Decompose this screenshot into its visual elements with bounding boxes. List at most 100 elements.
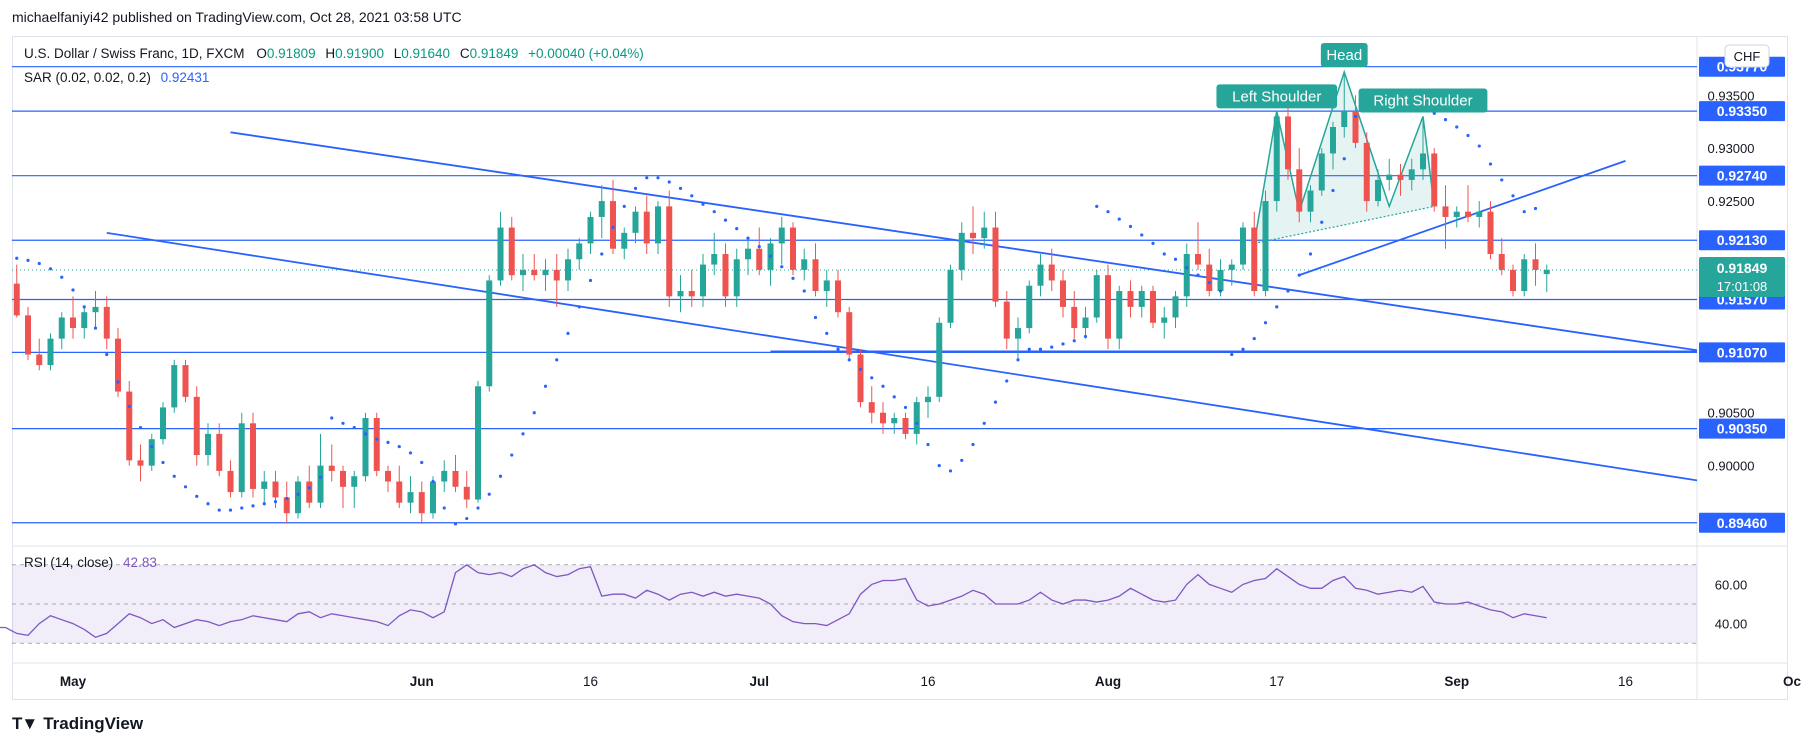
candle-body xyxy=(992,227,999,302)
candle-body xyxy=(47,338,54,366)
tradingview-logo[interactable]: T▼ TradingView xyxy=(12,714,143,734)
sar-dot xyxy=(690,194,694,198)
candle-body xyxy=(1521,259,1528,292)
sar-dot xyxy=(442,506,446,510)
candle-body xyxy=(722,253,729,297)
sar-dot xyxy=(577,305,581,309)
sar-dot xyxy=(1218,289,1223,293)
sar-dot xyxy=(622,204,626,208)
symbol-legend: U.S. Dollar / Swiss Franc, 1D, FXCM O0.9… xyxy=(24,46,644,61)
rsi-tick-label: 40.00 xyxy=(1715,617,1748,632)
candle-body xyxy=(1060,280,1066,307)
sar-dot xyxy=(746,236,750,240)
candle-body xyxy=(655,206,661,244)
sar-dot xyxy=(431,479,435,484)
candle-body xyxy=(1093,275,1100,318)
candle-body xyxy=(328,465,335,471)
sar-dot xyxy=(1466,133,1470,138)
candle-body xyxy=(1048,264,1055,281)
sar-dot xyxy=(543,384,548,388)
time-tick-label: May xyxy=(60,674,87,689)
rsi-value: 42.83 xyxy=(123,555,157,570)
annotation-label-box xyxy=(1216,84,1338,109)
time-tick-label: 16 xyxy=(920,674,935,689)
candle-body xyxy=(981,227,988,239)
sar-dot xyxy=(633,186,638,190)
candle-body xyxy=(1138,291,1145,307)
sar-dot xyxy=(645,176,649,180)
candle-body xyxy=(272,481,279,498)
candle-body xyxy=(711,253,718,265)
candle-body xyxy=(1408,169,1415,180)
candle-body xyxy=(632,211,639,233)
pattern-neckline xyxy=(1254,205,1435,244)
candle-body xyxy=(1453,211,1460,217)
sar-dot xyxy=(1162,252,1166,256)
sar-label: SAR (0.02, 0.02, 0.2) xyxy=(24,70,151,85)
candle-body xyxy=(868,402,875,413)
time-tick-label: Jun xyxy=(410,674,434,689)
sar-dot xyxy=(318,475,323,479)
rsi-line xyxy=(0,564,1547,639)
sar-dot xyxy=(600,252,604,256)
rsi-tick-label: 60.00 xyxy=(1715,577,1748,592)
sar-dot xyxy=(285,496,289,501)
sar-dot xyxy=(4,257,7,260)
candle-body xyxy=(1285,116,1291,170)
sar-dot xyxy=(1511,194,1515,198)
candle-body xyxy=(598,201,605,217)
candle-body xyxy=(441,470,448,482)
candle-body xyxy=(36,354,43,366)
sar-dot xyxy=(993,400,998,404)
sar-dot xyxy=(960,458,964,462)
candle-body xyxy=(1420,153,1426,170)
sar-dot xyxy=(26,258,30,262)
sar-dot xyxy=(251,504,255,508)
candle-body xyxy=(1082,317,1089,329)
sar-dot xyxy=(1252,337,1256,341)
annotation-right-shoulder: Right Shoulder xyxy=(1373,93,1472,110)
open-value: 0.91809 xyxy=(266,46,316,61)
level-label: 0.91070 xyxy=(1717,344,1768,360)
candle-body xyxy=(666,206,673,297)
candle-body xyxy=(1487,211,1494,254)
candle-body xyxy=(835,280,841,313)
candle-body xyxy=(846,312,853,355)
sar-dot xyxy=(476,506,480,510)
candle-body xyxy=(317,465,324,503)
sar-dot xyxy=(60,275,64,279)
sar-dot xyxy=(723,218,728,222)
candle-body xyxy=(508,227,515,276)
sar-dot xyxy=(408,451,413,455)
candle-body xyxy=(823,280,830,292)
sar-dot xyxy=(195,494,199,498)
candle-body xyxy=(1217,269,1224,292)
candle-body xyxy=(700,264,706,297)
sar-dot xyxy=(127,404,131,408)
candle-body xyxy=(103,306,110,339)
level-label-box xyxy=(1699,342,1785,363)
level-label: 0.89460 xyxy=(1717,515,1768,531)
sar-dot xyxy=(1275,305,1279,309)
sar-dot xyxy=(1500,178,1504,182)
candle-body xyxy=(1318,153,1325,191)
candle-body xyxy=(1386,174,1393,180)
candle-body xyxy=(216,433,223,471)
candle-body xyxy=(486,280,493,387)
candle-body xyxy=(418,492,425,514)
sar-dot xyxy=(566,331,570,335)
sar-dot xyxy=(768,254,773,258)
sar-dot xyxy=(678,186,683,190)
sar-dot xyxy=(1342,157,1346,161)
time-tick-label: Oct xyxy=(1783,674,1801,689)
sar-dot xyxy=(262,502,266,506)
candle-body xyxy=(688,291,695,297)
sar-dot xyxy=(1196,273,1200,277)
sar-dot xyxy=(240,506,244,510)
sar-dot xyxy=(1016,358,1020,362)
sar-dot xyxy=(1533,206,1538,211)
candle-body xyxy=(778,227,785,244)
candle-body xyxy=(1071,306,1078,329)
sar-dot xyxy=(375,437,379,441)
